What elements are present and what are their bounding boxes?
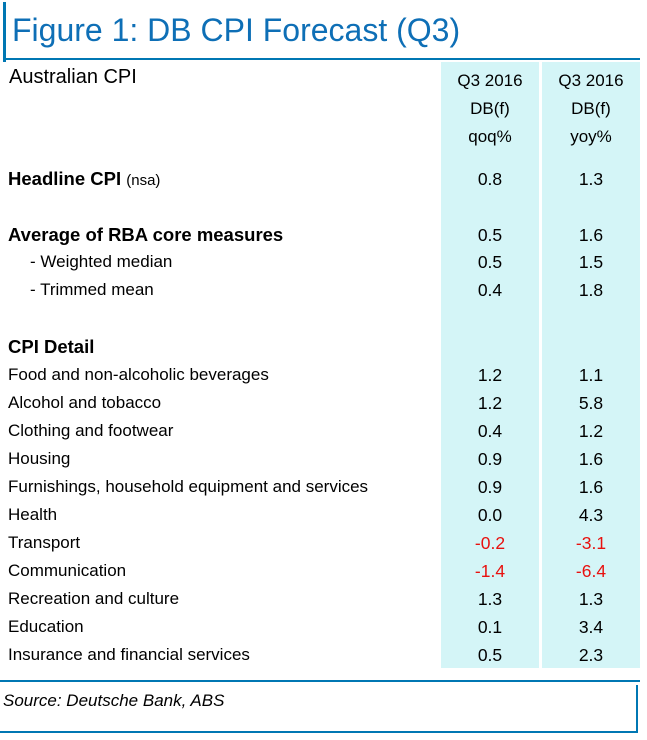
title-underline xyxy=(3,58,640,60)
title-accent-rule xyxy=(3,2,6,62)
table-row-weighted-median: - Weighted median 0.5 1.5 xyxy=(0,249,647,275)
qoq-value: 0.0 xyxy=(477,505,503,525)
yoy-value: 1.1 xyxy=(578,365,604,385)
detail-heading: CPI Detail xyxy=(8,336,95,357)
yoy-value: 1.6 xyxy=(578,449,604,469)
row-label: - Trimmed mean xyxy=(30,280,154,299)
table-row-transport: Transport -0.2 -3.1 xyxy=(0,530,647,556)
row-label: - Weighted median xyxy=(30,252,173,271)
yoy-value: 4.3 xyxy=(578,505,604,525)
column-header-source: DB(f) xyxy=(571,99,611,118)
yoy-value: 2.3 xyxy=(578,645,604,665)
qoq-value: 0.9 xyxy=(477,449,503,469)
qoq-value: -0.2 xyxy=(474,533,506,553)
table-row-core-average: Average of RBA core measures 0.5 1.6 xyxy=(0,222,647,248)
table-row-alcohol: Alcohol and tobacco 1.2 5.8 xyxy=(0,390,647,416)
qoq-value: 0.4 xyxy=(477,421,503,441)
row-label: Education xyxy=(8,617,84,636)
table-row-health: Health 0.0 4.3 xyxy=(0,502,647,528)
row-label: Food and non-alcoholic beverages xyxy=(8,365,269,384)
row-label: Recreation and culture xyxy=(8,589,180,608)
yoy-value: 1.6 xyxy=(578,225,604,245)
yoy-value: 1.6 xyxy=(578,477,604,497)
row-label: Insurance and financial services xyxy=(8,645,250,664)
table-row-trimmed-mean: - Trimmed mean 0.4 1.8 xyxy=(0,277,647,303)
source-bottom-rule xyxy=(0,731,638,733)
headline-note: (nsa) xyxy=(126,172,161,189)
source-right-rule xyxy=(636,685,638,731)
qoq-value: 1.2 xyxy=(477,365,503,385)
column-header-qoq: Q3 2016 DB(f) qoq% xyxy=(441,67,539,151)
row-label: Communication xyxy=(8,561,127,580)
yoy-value: 1.8 xyxy=(578,280,604,300)
yoy-value: 1.3 xyxy=(578,589,604,609)
column-header-period: Q3 2016 xyxy=(457,71,523,90)
column-header-measure: qoq% xyxy=(468,127,512,146)
yoy-value: 1.3 xyxy=(578,169,604,189)
table-row-food: Food and non-alcoholic beverages 1.2 1.1 xyxy=(0,362,647,388)
row-label: Furnishings, household equipment and ser… xyxy=(8,477,369,496)
row-label: Average of RBA core measures xyxy=(8,224,284,245)
qoq-value: 0.5 xyxy=(477,252,503,272)
column-header-yoy: Q3 2016 DB(f) yoy% xyxy=(542,67,640,151)
row-label: Clothing and footwear xyxy=(8,421,174,440)
qoq-column-band xyxy=(441,62,539,668)
yoy-value: -6.4 xyxy=(575,561,607,581)
yoy-value: 3.4 xyxy=(578,617,604,637)
qoq-value: 0.1 xyxy=(477,617,503,637)
row-label: Housing xyxy=(8,449,71,468)
yoy-value: 5.8 xyxy=(578,393,604,413)
qoq-value: 1.2 xyxy=(477,393,503,413)
table-row-housing: Housing 0.9 1.6 xyxy=(0,446,647,472)
table-row-insurance: Insurance and financial services 0.5 2.3 xyxy=(0,642,647,668)
qoq-value: -1.4 xyxy=(474,561,506,581)
table-row-clothing: Clothing and footwear 0.4 1.2 xyxy=(0,418,647,444)
figure-title: Figure 1: DB CPI Forecast (Q3) xyxy=(12,12,461,48)
row-label: Alcohol and tobacco xyxy=(8,393,162,412)
column-header-source: DB(f) xyxy=(470,99,510,118)
section-title: Australian CPI xyxy=(9,66,137,88)
source-top-rule xyxy=(0,680,640,682)
table-row-furnishings: Furnishings, household equipment and ser… xyxy=(0,474,647,500)
qoq-value: 0.9 xyxy=(477,477,503,497)
yoy-value: 1.5 xyxy=(578,252,604,272)
table-row-headline-cpi: Headline CPI (nsa) 0.8 1.3 xyxy=(0,166,647,192)
column-header-period: Q3 2016 xyxy=(558,71,624,90)
table-row-recreation: Recreation and culture 1.3 1.3 xyxy=(0,586,647,612)
source-note: Source: Deutsche Bank, ABS xyxy=(3,691,225,710)
qoq-value: 1.3 xyxy=(477,589,503,609)
row-label: Health xyxy=(8,505,58,524)
row-label: Headline CPI (nsa) xyxy=(8,166,160,194)
qoq-value: 0.5 xyxy=(477,225,503,245)
yoy-value: 1.2 xyxy=(578,421,604,441)
qoq-value: 0.4 xyxy=(477,280,503,300)
table-row-education: Education 0.1 3.4 xyxy=(0,614,647,640)
column-header-measure: yoy% xyxy=(570,127,612,146)
qoq-value: 0.8 xyxy=(477,169,503,189)
yoy-column-band xyxy=(542,62,640,668)
yoy-value: -3.1 xyxy=(575,533,607,553)
headline-label: Headline CPI xyxy=(8,168,122,189)
row-label: Transport xyxy=(8,533,81,552)
qoq-value: 0.5 xyxy=(477,645,503,665)
table-row-communication: Communication -1.4 -6.4 xyxy=(0,558,647,584)
